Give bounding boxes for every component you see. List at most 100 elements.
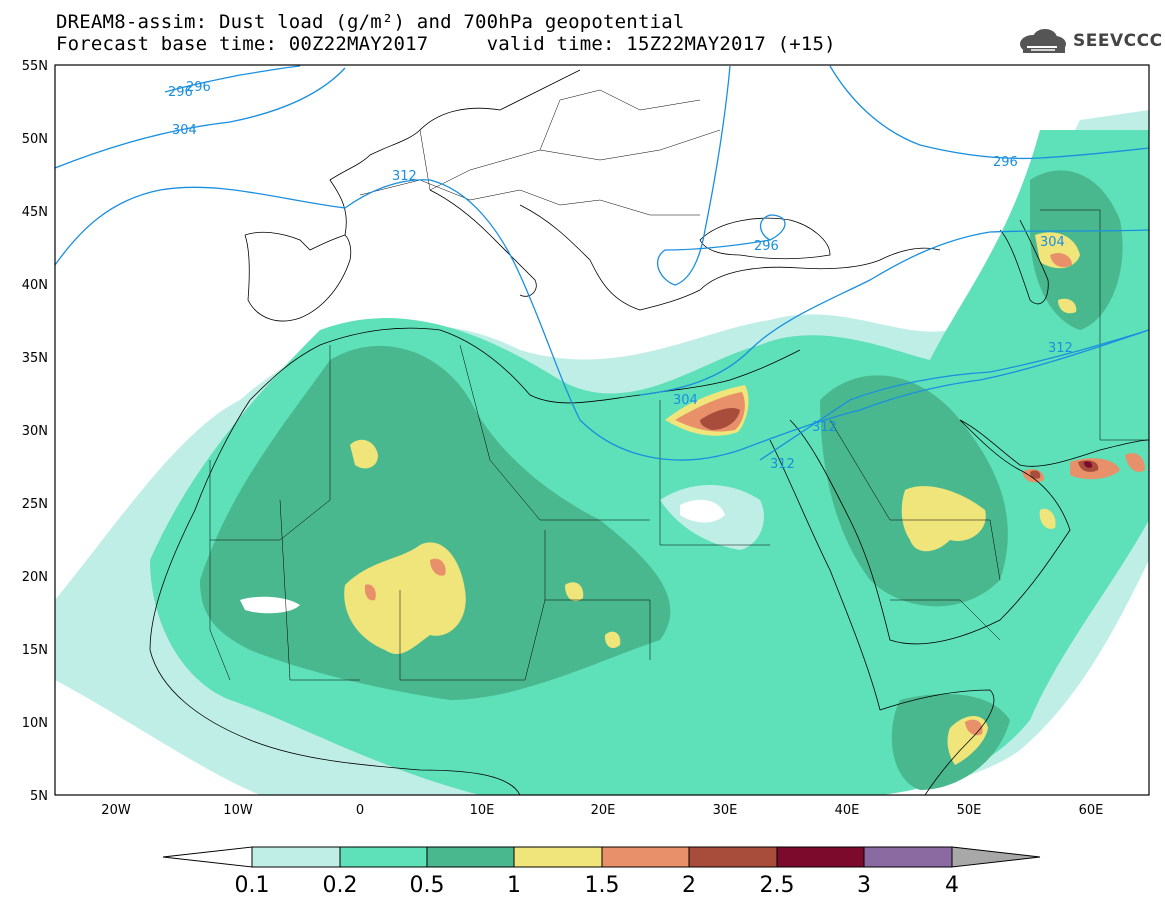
coast-northafrica [249, 327, 801, 404]
lon-label: 20E [591, 803, 616, 818]
border [659, 400, 770, 546]
dust-level-2 [1030, 470, 1041, 479]
lon-label: 10W [223, 803, 253, 818]
contour-label: 296 [168, 85, 193, 100]
colorbar-label: 4 [945, 873, 959, 898]
dust-level-1.5 [1125, 453, 1145, 472]
colorbar-label: 0.2 [323, 873, 358, 898]
dust-level-1 [565, 582, 584, 602]
coastlines [149, 69, 1149, 795]
dust-level-1.5 [364, 584, 376, 601]
coast-iberia [244, 234, 352, 322]
logo-text: SEEVCCC [1073, 31, 1163, 51]
lat-label: 5N [30, 789, 48, 804]
colorbar-labels: 0.1 0.2 0.5 1 1.5 2 2.5 3 4 [235, 873, 960, 898]
colorbar-label: 2.5 [760, 873, 795, 898]
contour-label: 296 [993, 155, 1018, 170]
lat-label: 25N [22, 497, 48, 512]
lon-label: 40E [835, 803, 860, 818]
contour-296-black [656, 65, 786, 286]
contour-312-east [759, 329, 1149, 461]
lon-label: 50E [957, 803, 982, 818]
contour-label: 312 [812, 420, 837, 435]
lon-label: 60E [1079, 803, 1104, 818]
colorbar-segment [688, 846, 778, 868]
clear-area [240, 596, 300, 614]
lat-label: 10N [22, 716, 48, 731]
dust-level-2.5 [1084, 461, 1093, 468]
contour-label: 296 [754, 239, 779, 254]
colorbar-label: 0.5 [410, 873, 445, 898]
lat-label: 55N [22, 59, 48, 74]
colorbar [162, 846, 1041, 868]
coast-europe [244, 69, 581, 251]
colorbar-left-arrow [162, 846, 253, 868]
lat-label: 15N [22, 643, 48, 658]
border [890, 599, 1001, 641]
cloud-icon [1020, 29, 1066, 53]
contour-labels: 296 296 304 312 296 296 304 304 312 312 … [168, 80, 1073, 472]
contour-312 [55, 179, 1149, 461]
border [1040, 209, 1101, 330]
country-borders [209, 89, 1149, 681]
contour-296-ne [829, 65, 1149, 160]
lon-label: 10E [470, 803, 495, 818]
colorbar-segment [863, 846, 953, 868]
contour-296-nw [164, 65, 301, 93]
latitude-axis: 55N 50N 45N 40N 35N 30N 25N 20N 15N 10N … [22, 59, 48, 804]
coast-redsea [769, 439, 881, 711]
border [399, 530, 546, 681]
contour-label: 296 [186, 80, 211, 95]
coast-persiangulf [959, 419, 1149, 467]
coast-westafrica [149, 399, 521, 795]
border [359, 179, 700, 216]
colorbar-right-arrow [951, 846, 1041, 868]
contour-label: 304 [673, 393, 698, 408]
border [419, 129, 721, 191]
lat-label: 30N [22, 424, 48, 439]
contour-304-east [639, 229, 1149, 396]
colorbar-segment [776, 846, 865, 868]
colorbar-label: 0.1 [235, 873, 270, 898]
lon-label: 0 [356, 803, 364, 818]
colorbar-segment [251, 846, 341, 868]
colorbar-segment [601, 846, 690, 868]
lat-label: 45N [22, 205, 48, 220]
plot-frame [54, 64, 1150, 796]
colorbar-segment [426, 846, 515, 868]
colorbar-segment [513, 846, 603, 868]
forecast-time-subtitle: Forecast base time: 00Z22MAY2017 valid t… [56, 33, 836, 55]
border [210, 345, 331, 541]
border [539, 89, 701, 151]
contour-label: 304 [1040, 235, 1065, 250]
contour-304 [55, 67, 346, 169]
border [459, 344, 650, 521]
border [545, 599, 651, 660]
coast-turkey [699, 247, 941, 291]
lat-label: 40N [22, 278, 48, 293]
colorbar-label: 2 [682, 873, 696, 898]
dust-level-1 [1058, 298, 1077, 314]
contour-label: 304 [172, 123, 197, 138]
longitude-axis: 20W 10W 0 10E 20E 30E 40E 50E 60E [101, 803, 1103, 818]
contour-label: 312 [392, 169, 417, 184]
lat-label: 35N [22, 351, 48, 366]
dust-level-1 [1039, 508, 1056, 529]
colorbar-label: 3 [857, 873, 871, 898]
contour-label: 312 [1048, 341, 1073, 356]
border [209, 460, 231, 681]
contour-label: 312 [770, 457, 795, 472]
lat-label: 20N [22, 570, 48, 585]
seevccc-logo: SEEVCCC [1017, 28, 1163, 54]
dust-level-1 [901, 486, 986, 552]
coast-balkans [519, 204, 701, 311]
dust-level-1.5 [430, 558, 446, 576]
dust-level-2 [700, 408, 740, 430]
dust-level-1.5 [1050, 253, 1072, 268]
border [829, 419, 1001, 581]
colorbar-label: 1 [507, 873, 521, 898]
border [1099, 330, 1149, 441]
map-title: DREAM8-assim: Dust load (g/m²) and 700hP… [56, 11, 685, 33]
lon-label: 20W [101, 803, 131, 818]
